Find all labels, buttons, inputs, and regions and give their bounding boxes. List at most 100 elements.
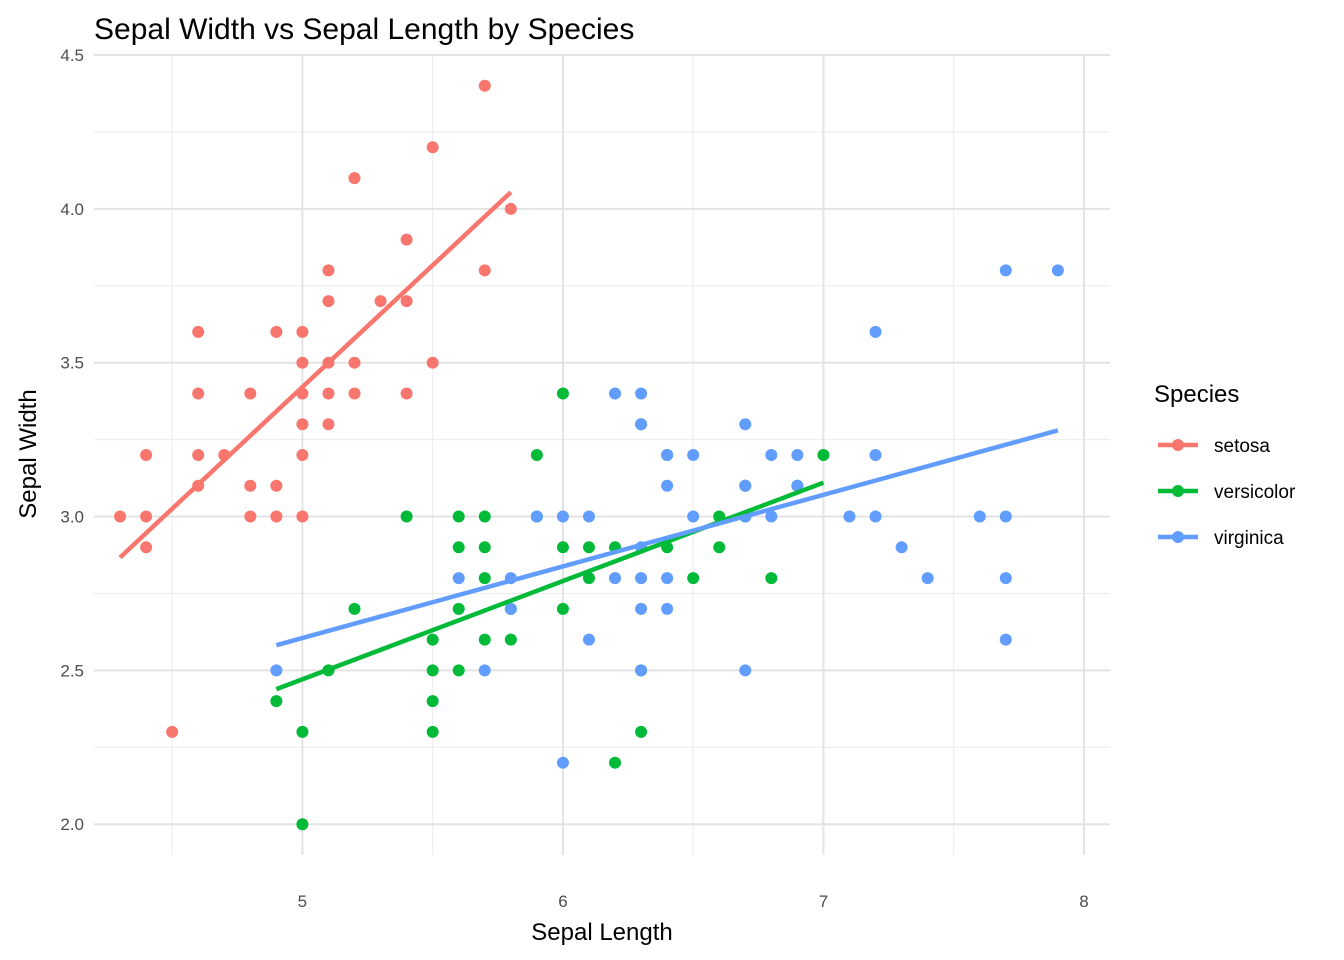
data-point bbox=[426, 664, 439, 677]
data-point bbox=[270, 325, 283, 338]
data-point bbox=[661, 449, 674, 461]
data-point bbox=[452, 572, 465, 585]
tick-labels: 5 6 7 8 2.0 2.5 3.0 3.5 4.0 4.5 bbox=[60, 46, 1088, 911]
x-tick-label: 5 bbox=[298, 892, 307, 911]
data-point bbox=[973, 510, 986, 523]
data-point bbox=[270, 695, 283, 708]
data-point bbox=[426, 633, 439, 646]
data-point bbox=[582, 541, 595, 554]
data-point bbox=[192, 449, 205, 461]
legend-title: Species bbox=[1154, 381, 1239, 408]
data-point bbox=[114, 510, 127, 523]
data-point bbox=[244, 387, 257, 400]
data-point bbox=[687, 572, 700, 585]
data-point bbox=[296, 356, 309, 369]
data-point bbox=[504, 202, 517, 215]
legend: Species setosa versicolor virginica bbox=[1154, 381, 1296, 549]
data-point bbox=[999, 264, 1012, 277]
data-point bbox=[296, 510, 309, 523]
data-point bbox=[348, 172, 361, 185]
data-point bbox=[478, 510, 491, 523]
data-point bbox=[765, 572, 778, 585]
data-point bbox=[426, 725, 439, 738]
data-point bbox=[999, 633, 1012, 646]
data-point bbox=[426, 356, 439, 369]
data-point bbox=[270, 479, 283, 492]
data-point bbox=[166, 725, 179, 738]
data-point bbox=[322, 387, 335, 400]
data-point bbox=[739, 664, 752, 677]
data-point bbox=[452, 602, 465, 615]
fit-line-versicolor bbox=[275, 480, 825, 692]
data-point bbox=[374, 295, 387, 308]
data-point bbox=[478, 264, 491, 277]
data-point bbox=[556, 756, 569, 769]
data-point bbox=[791, 449, 804, 461]
data-point bbox=[869, 325, 882, 338]
data-point bbox=[582, 572, 595, 585]
data-point bbox=[687, 510, 700, 523]
legend-label: versicolor bbox=[1214, 482, 1296, 503]
data-point bbox=[348, 602, 361, 615]
legend-key-point bbox=[1172, 439, 1184, 451]
data-point bbox=[296, 449, 309, 461]
data-point bbox=[556, 510, 569, 523]
y-tick-label: 4.0 bbox=[60, 200, 84, 219]
data-point bbox=[192, 387, 205, 400]
data-point bbox=[140, 510, 153, 523]
data-point bbox=[244, 510, 257, 523]
data-point bbox=[609, 756, 622, 769]
data-point bbox=[296, 818, 309, 831]
data-point bbox=[322, 264, 335, 277]
legend-label: setosa bbox=[1214, 436, 1270, 457]
data-point bbox=[635, 572, 648, 585]
data-point bbox=[296, 325, 309, 338]
data-point bbox=[635, 418, 648, 431]
data-point bbox=[713, 541, 726, 554]
data-point bbox=[140, 541, 153, 554]
data-point bbox=[1051, 264, 1064, 277]
data-point bbox=[582, 510, 595, 523]
data-point bbox=[504, 633, 517, 646]
y-tick-label: 3.5 bbox=[60, 354, 84, 373]
data-point bbox=[400, 387, 413, 400]
data-point bbox=[843, 510, 856, 523]
y-tick-label: 2.0 bbox=[60, 815, 84, 834]
data-point bbox=[348, 356, 361, 369]
data-point bbox=[687, 449, 700, 461]
x-axis-title: Sepal Length bbox=[531, 919, 672, 946]
data-point bbox=[530, 510, 543, 523]
legend-label: virginica bbox=[1214, 528, 1284, 549]
legend-item-virginica: virginica bbox=[1158, 528, 1284, 549]
grid-layer bbox=[94, 54, 1110, 855]
data-point bbox=[426, 695, 439, 708]
data-point bbox=[635, 387, 648, 400]
data-point bbox=[400, 233, 413, 246]
x-tick-label: 7 bbox=[819, 892, 828, 911]
series-virginica bbox=[270, 264, 1064, 769]
data-point bbox=[739, 418, 752, 431]
data-point bbox=[244, 479, 257, 492]
legend-key-point bbox=[1172, 531, 1184, 543]
data-point bbox=[791, 479, 804, 492]
data-point bbox=[478, 541, 491, 554]
data-point bbox=[609, 572, 622, 585]
data-point bbox=[556, 541, 569, 554]
data-point bbox=[869, 449, 882, 461]
data-point bbox=[635, 664, 648, 677]
data-point bbox=[452, 664, 465, 677]
legend-item-setosa: setosa bbox=[1158, 436, 1270, 457]
data-point bbox=[609, 387, 622, 400]
data-point bbox=[296, 418, 309, 431]
data-point bbox=[322, 295, 335, 308]
data-point bbox=[556, 387, 569, 400]
data-point bbox=[921, 572, 934, 585]
data-point bbox=[192, 325, 205, 338]
data-point bbox=[661, 602, 674, 615]
y-tick-label: 2.5 bbox=[60, 661, 84, 680]
y-tick-label: 4.5 bbox=[60, 46, 84, 65]
data-point bbox=[635, 725, 648, 738]
data-point bbox=[348, 387, 361, 400]
